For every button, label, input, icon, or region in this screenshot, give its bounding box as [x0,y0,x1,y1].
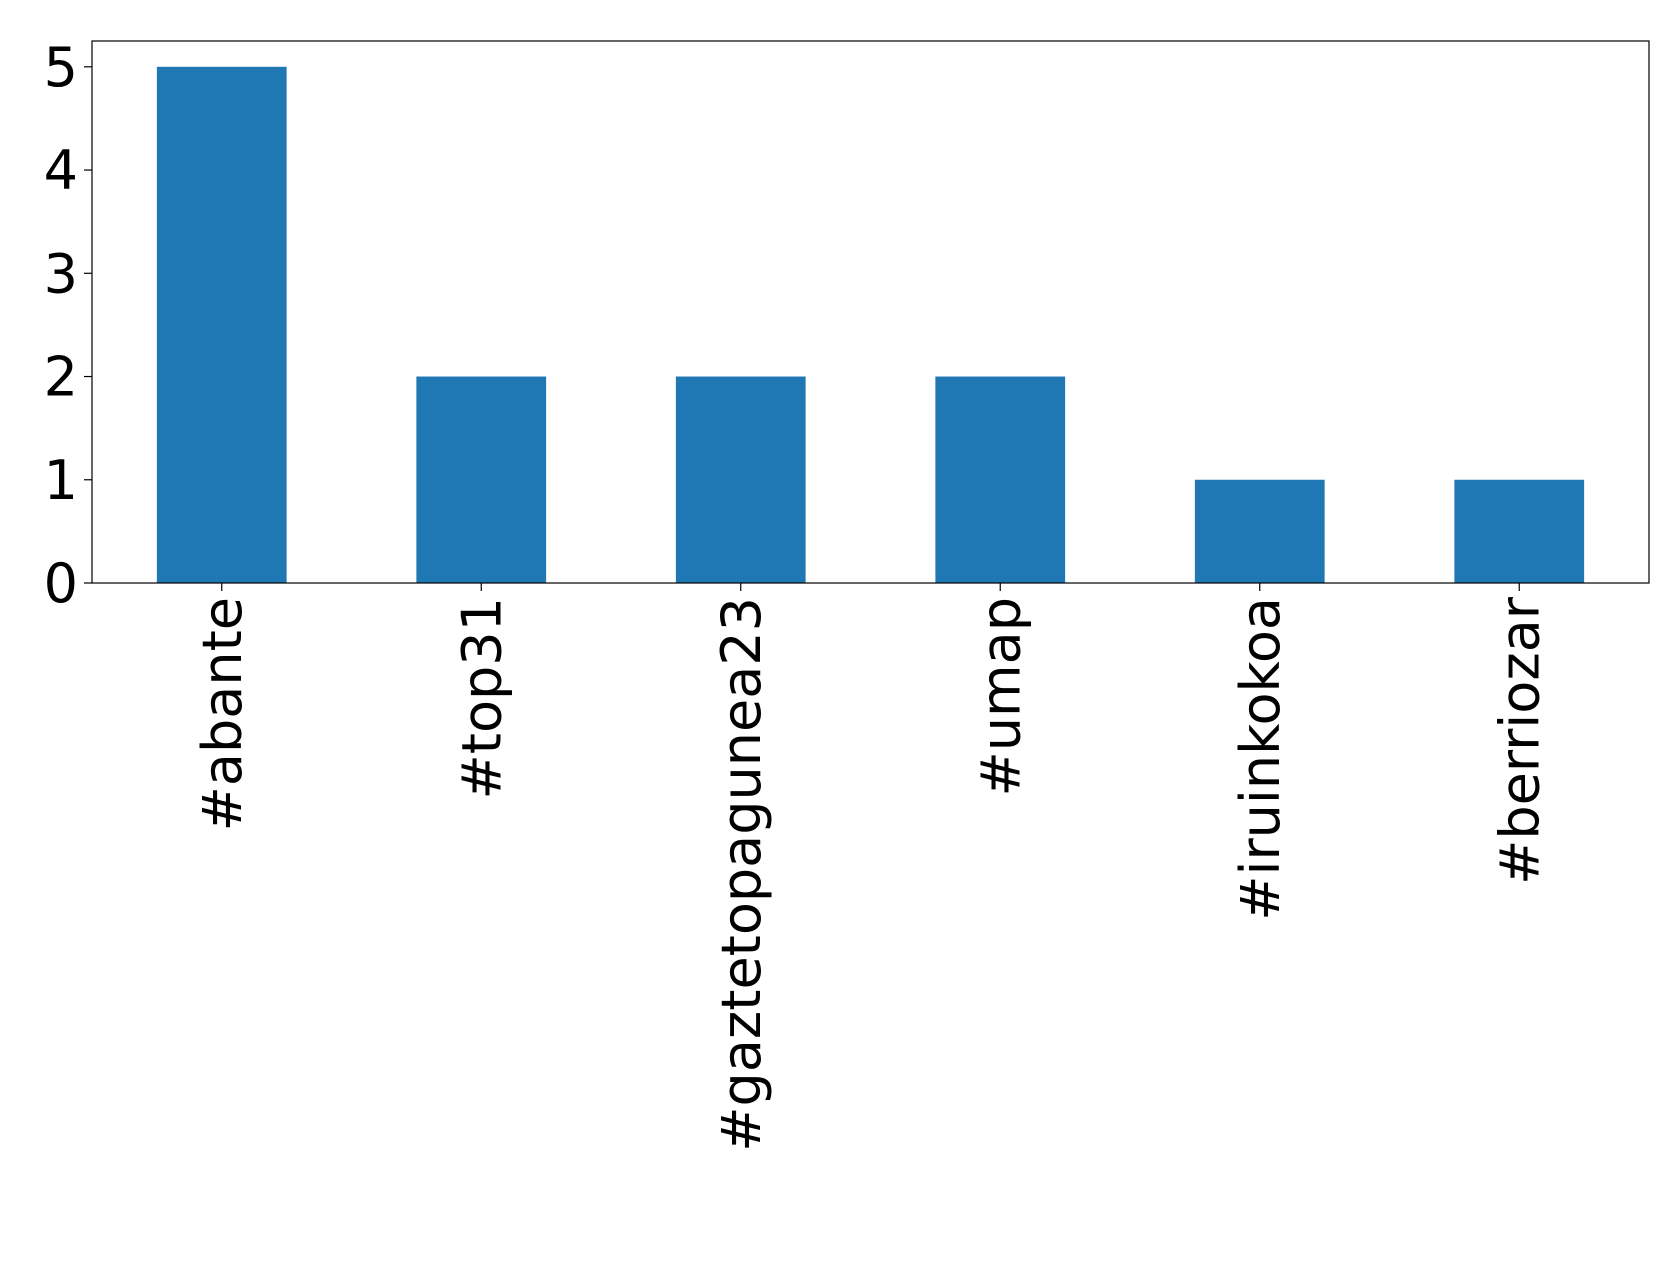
bar [675,376,806,583]
y-tick-label: 1 [44,449,78,512]
plot-frame [91,40,1650,584]
bar [1454,479,1585,583]
y-tick-label: 4 [44,139,78,202]
bar [1194,479,1325,583]
y-tick-label: 5 [44,36,78,99]
y-tick-label: 3 [44,242,78,305]
x-tick-label: #berriozar [1488,596,1551,885]
x-tick-label: #iruinkokoa [1229,597,1292,921]
x-tick-label: #gaztetopagunea23 [710,597,773,1152]
x-tick-label: #umap [969,597,1032,796]
y-tick-label: 0 [44,552,78,615]
y-tick-label: 2 [44,346,78,409]
bar [156,66,287,584]
bar [416,376,547,583]
x-tick-label: #top31 [450,597,513,799]
x-tick-label: #abante [191,597,254,831]
bar [935,376,1066,583]
